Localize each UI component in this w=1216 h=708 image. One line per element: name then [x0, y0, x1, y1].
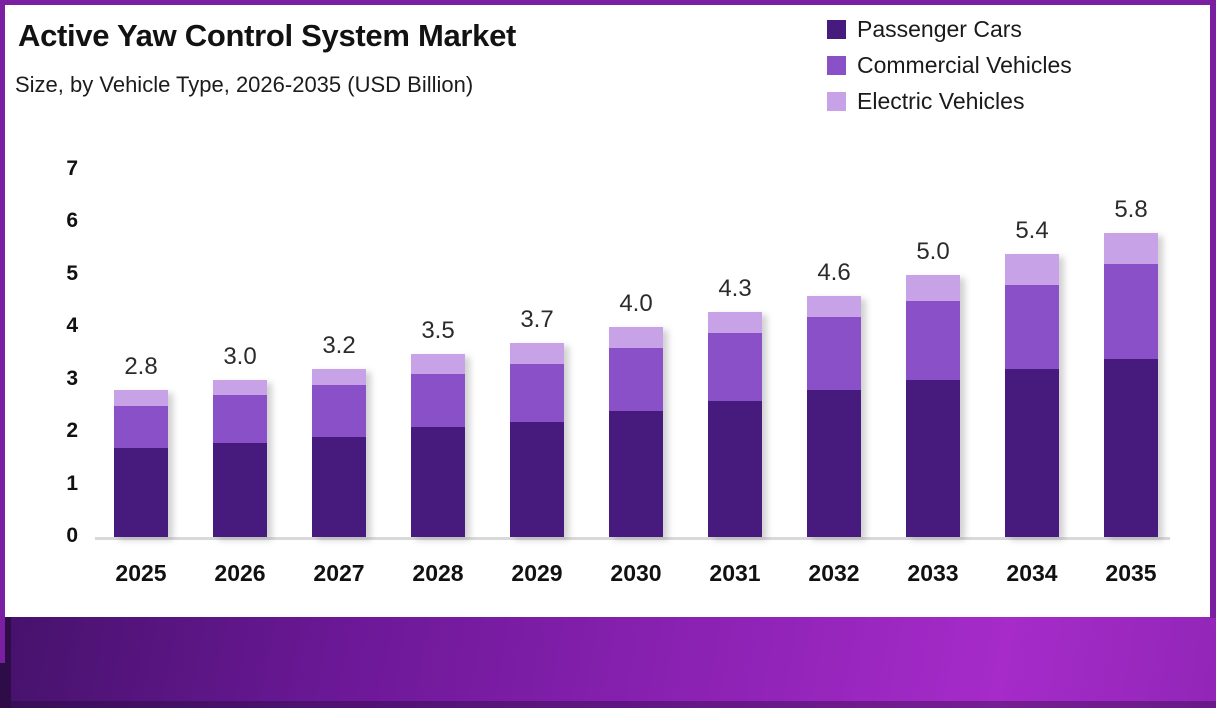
- bar-2032: [807, 295, 861, 537]
- y-tick-label: 2: [66, 419, 78, 443]
- x-tick-label: 2029: [511, 560, 563, 586]
- bar-2031: [708, 311, 762, 537]
- bar-segment: [1005, 285, 1059, 370]
- x-tick-label: 2030: [610, 560, 662, 586]
- bar-total-label: 3.7: [520, 306, 554, 333]
- bar-segment: [510, 343, 564, 364]
- bar-2035: [1104, 232, 1158, 537]
- bar-segment: [213, 379, 267, 396]
- bar-segment: [411, 426, 465, 537]
- bar-segment: [708, 332, 762, 401]
- legend-label: Commercial Vehicles: [857, 51, 1072, 78]
- bar-segment: [1005, 369, 1059, 537]
- y-tick-label: 3: [66, 366, 78, 390]
- bar-total-label: 4.0: [619, 290, 653, 318]
- bar-total-label: 3.5: [421, 316, 455, 344]
- x-tick-label: 2033: [907, 560, 959, 586]
- x-axis-line: [95, 537, 1170, 540]
- bar-total-label: 2.8: [124, 353, 158, 381]
- bar-segment: [906, 379, 960, 537]
- frame-top-border: [0, 0, 1216, 5]
- bar-total-label: 5.0: [916, 237, 950, 265]
- legend-label: Passenger Cars: [857, 15, 1022, 42]
- bar-total-label: 3.2: [322, 332, 356, 360]
- bar-segment: [213, 395, 267, 443]
- bar-segment: [312, 384, 366, 438]
- bar-total-label: 4.6: [817, 258, 851, 286]
- bar-segment: [411, 374, 465, 427]
- footer-left-accent: [0, 617, 11, 708]
- x-tick-label: 2035: [1105, 560, 1157, 586]
- bar-segment: [1104, 358, 1158, 537]
- bar-segment: [708, 311, 762, 333]
- bar-segment: [312, 369, 366, 385]
- bar-2029: [510, 343, 564, 537]
- bar-segment: [807, 295, 861, 317]
- legend-swatch: [827, 91, 846, 111]
- y-tick-label: 4: [66, 314, 78, 338]
- bar-2034: [1005, 253, 1059, 537]
- bar-segment: [1104, 232, 1158, 265]
- bar-2025: [114, 390, 168, 537]
- bar-segment: [609, 348, 663, 412]
- x-tick-label: 2025: [115, 560, 167, 586]
- x-tick-label: 2026: [214, 560, 266, 586]
- chart: 0 1 2 3 4 5 6 7 2.8 2025 3.0 2026 3.2 2027 3.5 2028 3.7 2…: [66, 157, 1170, 586]
- page-title: Active Yaw Control System Market: [18, 18, 517, 53]
- bar-segment: [906, 301, 960, 380]
- bar-segment: [411, 353, 465, 375]
- legend-item: Commercial Vehicles: [827, 51, 1072, 78]
- legend-swatch: [827, 55, 846, 75]
- frame-right-border: [1210, 0, 1216, 618]
- bar-segment: [1005, 253, 1059, 286]
- bar-total-label: 4.3: [718, 274, 752, 302]
- legend-swatch: [827, 19, 846, 39]
- bar-2033: [906, 274, 960, 537]
- bar-segment: [1104, 264, 1158, 359]
- bar-segment: [708, 400, 762, 537]
- legend-item: Electric Vehicles: [827, 87, 1072, 114]
- y-tick-label: 1: [66, 471, 78, 495]
- frame-left-border: [0, 0, 5, 663]
- bar-segment: [510, 421, 564, 537]
- bar-2027: [312, 369, 366, 537]
- y-tick-label: 6: [66, 209, 78, 233]
- x-tick-label: 2031: [709, 560, 761, 586]
- bar-segment: [213, 442, 267, 537]
- x-tick-label: 2028: [412, 560, 464, 586]
- bar-2026: [213, 379, 267, 537]
- bar-segment: [807, 390, 861, 537]
- y-tick-label: 0: [66, 524, 78, 547]
- bar-2028: [411, 353, 465, 538]
- x-tick-label: 2032: [808, 560, 860, 586]
- bar-segment: [114, 390, 168, 406]
- bar-segment: [609, 327, 663, 349]
- page-subtitle: Size, by Vehicle Type, 2026-2035 (USD Bi…: [15, 72, 474, 97]
- y-tick-label: 5: [66, 261, 78, 285]
- bar-total-label: 5.4: [1015, 216, 1049, 244]
- footer-banner: The Market will Grow At the CAGR of: 7.5…: [0, 617, 1216, 708]
- bar-2030: [609, 327, 663, 537]
- legend: Passenger Cars Commercial Vehicles Electri…: [827, 15, 1072, 126]
- bar-segment: [114, 405, 168, 448]
- bar-segment: [114, 447, 168, 537]
- bar-segment: [510, 363, 564, 422]
- legend-label: Electric Vehicles: [857, 87, 1025, 114]
- legend-item: Passenger Cars: [827, 15, 1072, 42]
- bar-total-label: 3.0: [223, 342, 257, 370]
- y-tick-label: 7: [66, 157, 78, 180]
- x-tick-label: 2027: [313, 560, 365, 586]
- bar-total-label: 5.8: [1114, 195, 1148, 223]
- x-tick-label: 2034: [1006, 560, 1058, 586]
- bar-segment: [609, 411, 663, 537]
- bar-segment: [807, 316, 861, 391]
- bar-segment: [312, 437, 366, 537]
- bar-segment: [906, 274, 960, 302]
